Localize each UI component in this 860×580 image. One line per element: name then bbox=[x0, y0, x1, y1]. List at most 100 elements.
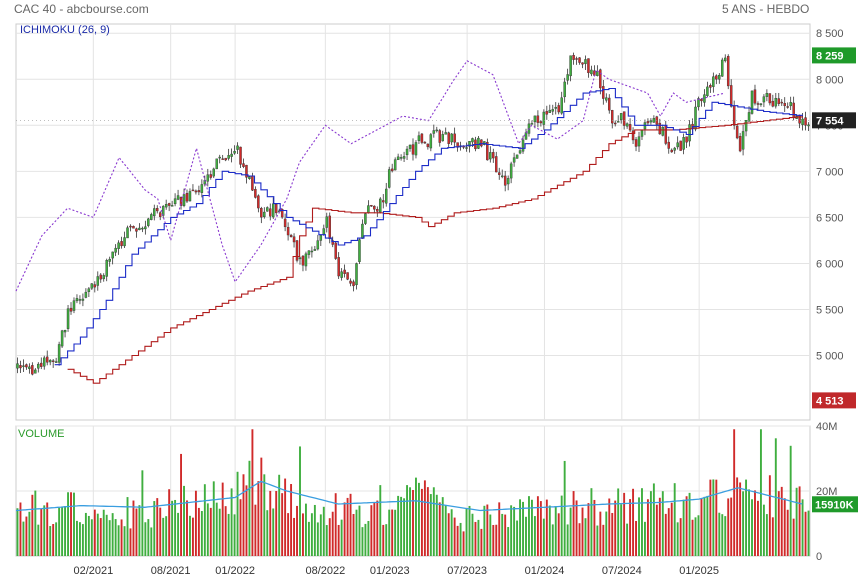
candle-body bbox=[801, 118, 804, 125]
candle-body bbox=[176, 195, 180, 200]
volume-bar bbox=[661, 491, 664, 556]
volume-bar bbox=[379, 485, 382, 556]
volume-bar bbox=[438, 502, 441, 556]
candle-body bbox=[804, 117, 807, 126]
volume-bar bbox=[391, 509, 394, 556]
volume-bar bbox=[748, 489, 750, 556]
candle-body bbox=[509, 163, 513, 179]
candle-body bbox=[700, 98, 703, 102]
candle-body bbox=[93, 284, 97, 288]
volume-bar bbox=[453, 517, 456, 556]
volume-bar bbox=[590, 488, 593, 556]
volume-bar bbox=[343, 502, 346, 556]
volume-bar bbox=[492, 524, 495, 556]
volume-bar bbox=[495, 524, 498, 556]
volume-bar bbox=[679, 518, 682, 556]
candle-body bbox=[242, 163, 245, 167]
volume-bar bbox=[792, 518, 795, 556]
candle-body bbox=[334, 242, 337, 259]
candle-body bbox=[753, 89, 757, 104]
candle-body bbox=[646, 121, 650, 124]
price-badge bbox=[812, 47, 856, 64]
volume-bar bbox=[629, 499, 632, 556]
volume-bar bbox=[611, 512, 614, 556]
chikou-line bbox=[15, 60, 726, 292]
volume-bar bbox=[73, 492, 75, 556]
candle-body bbox=[156, 208, 159, 212]
volume-bar bbox=[423, 480, 426, 556]
volume-bar bbox=[596, 525, 599, 556]
candle-body bbox=[771, 100, 775, 107]
candle-body bbox=[432, 130, 436, 134]
candle-body bbox=[438, 130, 442, 143]
volume-bar bbox=[456, 525, 459, 556]
volume-bar bbox=[474, 521, 477, 556]
candle-body bbox=[355, 263, 358, 286]
candle-body bbox=[117, 242, 120, 249]
volume-bar bbox=[516, 520, 519, 556]
volume-bar bbox=[530, 499, 533, 556]
volume-bar bbox=[765, 514, 768, 556]
candle-body bbox=[444, 132, 447, 135]
volume-bar bbox=[40, 508, 43, 556]
volume-bar bbox=[703, 496, 706, 556]
volume-bar bbox=[557, 513, 560, 556]
candle-body bbox=[616, 121, 620, 123]
volume-bar bbox=[376, 500, 379, 556]
volume-bar bbox=[61, 506, 64, 556]
volume-bar bbox=[733, 429, 736, 556]
volume-bar bbox=[304, 503, 307, 556]
candle-body bbox=[789, 102, 792, 107]
volume-bar bbox=[206, 503, 209, 556]
candle-body bbox=[254, 188, 257, 198]
volume-bar bbox=[578, 523, 581, 556]
candle-body bbox=[599, 69, 602, 89]
candle-body bbox=[304, 253, 308, 267]
candle-body bbox=[480, 139, 483, 147]
candle-body bbox=[631, 130, 635, 141]
volume-bar bbox=[444, 505, 447, 556]
candle-body bbox=[530, 123, 534, 125]
candle-body bbox=[393, 159, 397, 171]
candle-body bbox=[114, 247, 117, 253]
volume-bar bbox=[739, 482, 742, 556]
candle-body bbox=[405, 148, 409, 156]
volume-bar bbox=[194, 490, 197, 556]
candle-body bbox=[289, 234, 293, 238]
price-y-tick: 7 000 bbox=[816, 166, 844, 178]
volume-bar bbox=[641, 488, 643, 556]
volume-bar bbox=[644, 521, 646, 556]
volume-bar bbox=[16, 508, 19, 556]
candle-body bbox=[45, 356, 49, 363]
candle-body bbox=[420, 133, 424, 143]
candle-body bbox=[266, 207, 269, 212]
volume-bar bbox=[406, 485, 409, 556]
price-marks bbox=[16, 52, 810, 376]
x-axis-tick: 01/2024 bbox=[525, 565, 565, 577]
candle-body bbox=[197, 190, 201, 193]
candle-body bbox=[768, 93, 772, 104]
volume-bar bbox=[319, 514, 322, 556]
candle-body bbox=[682, 137, 685, 150]
candle-body bbox=[263, 211, 266, 218]
x-axis-tick: 08/2021 bbox=[151, 565, 191, 577]
candle-body bbox=[486, 141, 489, 161]
volume-bar bbox=[189, 515, 191, 556]
candle-body bbox=[578, 57, 581, 63]
volume-bar bbox=[712, 479, 715, 556]
volume-bar bbox=[331, 511, 334, 556]
candle-body bbox=[563, 81, 566, 98]
candle-body bbox=[402, 156, 406, 159]
candle-body bbox=[390, 168, 394, 172]
candle-body bbox=[575, 58, 578, 60]
candle-body bbox=[78, 299, 82, 301]
price-badge-label: 7 554 bbox=[816, 115, 844, 127]
candle-body bbox=[251, 176, 254, 191]
candle-body bbox=[780, 101, 783, 104]
candle-body bbox=[349, 280, 352, 284]
candle-body bbox=[173, 198, 177, 205]
volume-bar bbox=[727, 498, 730, 556]
volume-bar bbox=[685, 496, 688, 556]
volume-bar bbox=[248, 460, 251, 556]
